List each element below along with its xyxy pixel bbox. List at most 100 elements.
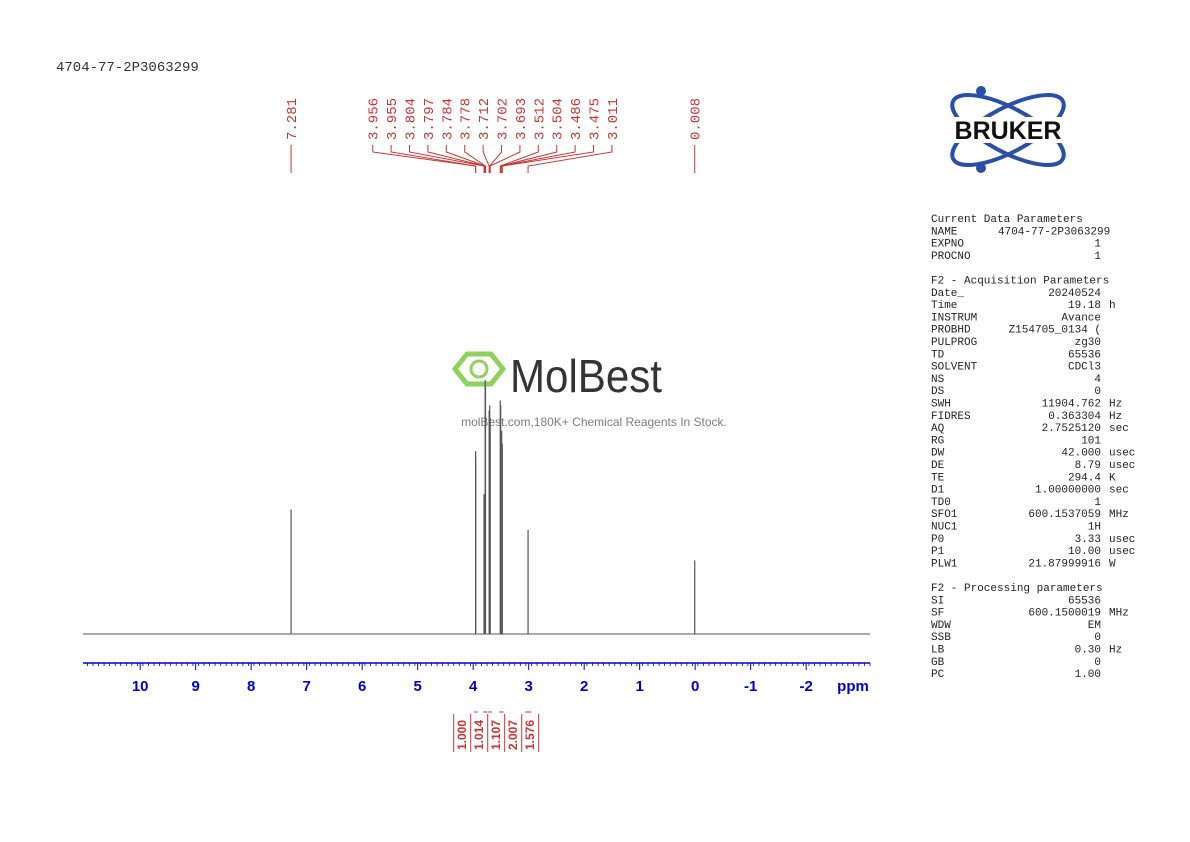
peak-connector: [501, 145, 595, 173]
param-value: 1.00000000: [1035, 485, 1101, 497]
param-name: Time: [931, 300, 957, 312]
peak-label: 3.011: [606, 98, 622, 140]
param-value: Z154705_0134 (: [1009, 325, 1101, 337]
param-value: 19.18: [1068, 300, 1101, 312]
x-tick-label: 8: [247, 678, 255, 695]
peak-connector: [372, 145, 477, 173]
x-tick-label: -2: [800, 678, 813, 695]
peak-label: 3.778: [459, 98, 475, 140]
param-unit: usec: [1109, 534, 1135, 546]
param-value: 600.1500019: [1028, 608, 1101, 620]
peak-connector: [500, 145, 558, 173]
param-value: Avance: [1061, 312, 1101, 324]
peak-connector: [427, 145, 485, 173]
param-name: TD0: [931, 497, 951, 509]
watermark: MolBest molBest.com,180K+ Chemical Reage…: [451, 350, 727, 429]
param-unit: h: [1109, 300, 1116, 312]
param-name: WDW: [931, 620, 951, 632]
param-name: EXPNO: [931, 239, 964, 251]
x-tick-label: 1: [636, 678, 644, 695]
param-value: 1: [1094, 497, 1101, 509]
param-name: SSB: [931, 632, 951, 644]
peak-connector: [464, 145, 486, 173]
param-name: FIDRES: [931, 411, 971, 423]
param-unit: Hz: [1109, 411, 1122, 423]
param-value: 8.79: [1075, 460, 1101, 472]
param-value: EM: [1088, 620, 1101, 632]
param-value: 4: [1094, 374, 1101, 386]
peak-connector: [527, 145, 613, 173]
logo-text: BRUKER: [955, 117, 1062, 145]
param-value: 1: [1094, 239, 1101, 251]
x-tick-label: 2: [580, 678, 588, 695]
integral-label: 1.014: [472, 720, 486, 750]
param-name: P0: [931, 534, 944, 546]
param-value: 3.33: [1075, 534, 1101, 546]
param-unit: W: [1109, 558, 1116, 570]
integral-label: 1.000: [455, 720, 469, 750]
param-name: DE: [931, 460, 945, 472]
peak-label: 3.486: [569, 98, 585, 140]
logo-band: [925, 117, 1091, 143]
param-name: INSTRUM: [931, 312, 977, 324]
param-value: 0.363304: [1048, 411, 1101, 423]
peak-connector: [482, 145, 490, 173]
param-unit: sec: [1109, 485, 1129, 497]
peak-label: 3.512: [532, 98, 548, 140]
x-tick-label: 9: [191, 678, 199, 695]
watermark-icon: [469, 359, 489, 379]
param-value: 1.00: [1075, 669, 1101, 681]
param-value: 0.30: [1075, 645, 1101, 657]
param-section-title: F2 - Processing parameters: [931, 583, 1103, 595]
param-name: TD: [931, 349, 945, 361]
watermark-brand: MolBest: [510, 350, 662, 402]
param-unit: sec: [1109, 423, 1129, 435]
param-name: SFO1: [931, 509, 958, 521]
param-name: D1: [931, 485, 945, 497]
x-tick-label: 3: [524, 678, 532, 695]
param-unit: usec: [1109, 448, 1135, 460]
peak-label: 3.797: [422, 98, 438, 140]
peak-connector: [390, 145, 477, 173]
param-name: DS: [931, 386, 945, 398]
x-tick-label: 0: [691, 678, 699, 695]
param-value: CDCl3: [1068, 362, 1101, 374]
param-name: SOLVENT: [931, 362, 978, 374]
param-unit: usec: [1109, 546, 1135, 558]
param-unit: MHz: [1109, 509, 1129, 521]
peak-label: 7.281: [285, 98, 301, 140]
sample-title: 4704-77-2P3063299: [56, 60, 199, 76]
param-section-title: Current Data Parameters: [931, 214, 1083, 226]
peak-label: 3.475: [588, 98, 604, 140]
param-unit: Hz: [1109, 645, 1122, 657]
peak-label: 3.712: [477, 98, 493, 140]
param-name: TE: [931, 472, 945, 484]
param-value: 65536: [1068, 595, 1101, 607]
x-tick-label: -1: [744, 678, 757, 695]
param-name: SF: [931, 608, 944, 620]
watermark-tagline: molBest.com,180K+ Chemical Reagents In S…: [461, 415, 727, 429]
param-value: 101: [1081, 435, 1101, 447]
peak-label: 3.804: [404, 98, 420, 140]
param-unit: usec: [1109, 460, 1135, 472]
peak-label: 3.955: [385, 98, 401, 140]
param-name: PLW1: [931, 558, 958, 570]
peak-label: 3.702: [496, 98, 512, 140]
param-value: 20240524: [1048, 288, 1101, 300]
param-name: DW: [931, 448, 945, 460]
param-value: 42.000: [1061, 448, 1101, 460]
peak-label: 3.956: [367, 98, 383, 140]
param-value: 1H: [1088, 522, 1101, 534]
integral-label: 1.576: [523, 720, 537, 750]
param-value: 11904.762: [1042, 399, 1101, 411]
param-name: PULPROG: [931, 337, 977, 349]
peak-connector: [489, 145, 521, 173]
x-tick-label: 10: [132, 678, 149, 695]
param-name: LB: [931, 645, 945, 657]
peak-connector: [445, 145, 486, 173]
param-value: 0: [1094, 632, 1101, 644]
logo-dot: [976, 163, 986, 173]
param-value: 294.4: [1068, 472, 1101, 484]
param-unit: Hz: [1109, 399, 1122, 411]
